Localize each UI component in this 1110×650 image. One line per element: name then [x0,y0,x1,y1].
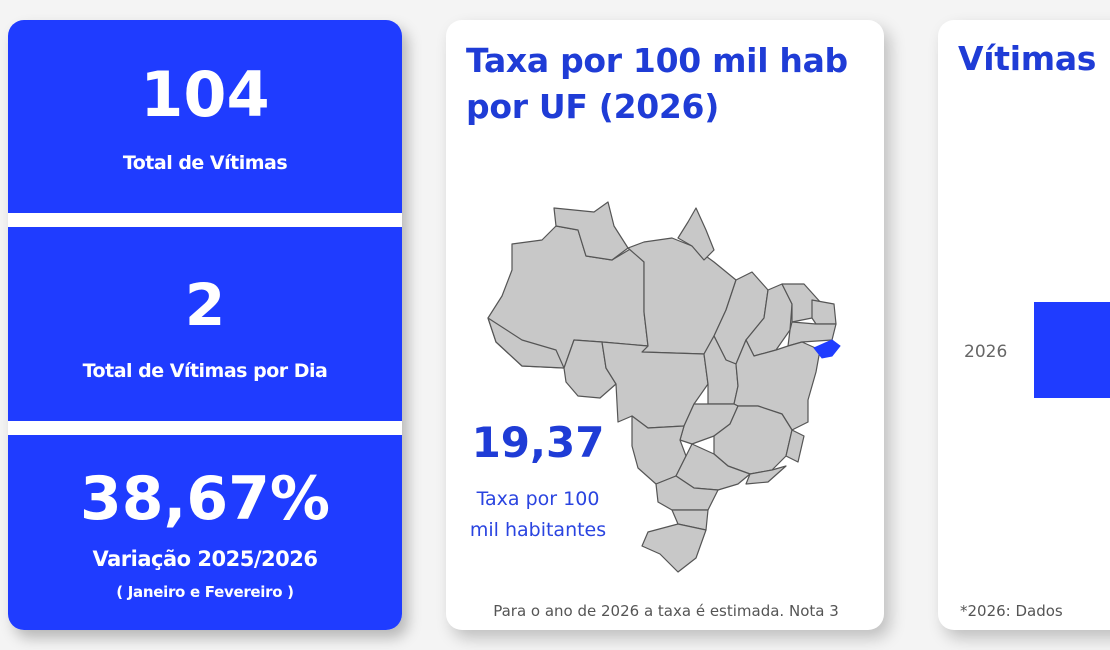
rate-label: Taxa por 100 mil habitantes [469,488,607,541]
kpi-value: 2 [184,271,226,339]
map-footnote: Para o ano de 2026 a taxa é estimada. No… [493,602,839,620]
kpi-victims-per-day: 2 Total de Vítimas por Dia [8,227,402,421]
bar-category-label: 2026 [964,342,1008,362]
card-title: Taxa por 100 mil hab por UF (2026) [466,41,848,126]
kpi-label: Total de Vítimas [122,151,288,174]
card-title: Vítimas p [958,39,1110,78]
kpi-total-victims: 104 Total de Vítimas [8,20,402,213]
bar-2026[interactable] [1034,302,1110,398]
brazil-map[interactable] [482,200,862,580]
kpi-panel: 104 Total de Vítimas 2 Total de Vítimas … [8,20,402,630]
state-rr [553,201,629,261]
state-mg [713,405,793,475]
kpi-label: Variação 2025/2026 [92,546,318,571]
rate-value: 19,37 [471,418,605,467]
kpi-label: Total de Vítimas por Dia [82,360,328,382]
state-es [785,429,805,463]
rate-map-card: Taxa por 100 mil hab por UF (2026) [446,20,884,630]
kpi-value: 38,67% [80,463,330,534]
victims-bar-card: Vítimas p 2026 *2026: Dados [938,20,1110,630]
state-ap [677,207,715,261]
bars-footnote: *2026: Dados [960,602,1063,620]
state-rn-pb [811,299,837,325]
kpi-variation: 38,67% Variação 2025/2026 ( Janeiro e Fe… [8,435,402,630]
state-al-highlight [813,339,841,359]
kpi-sublabel: ( Janeiro e Fevereiro ) [116,582,294,601]
kpi-value: 104 [140,57,270,131]
state-rj [745,465,787,485]
state-pr [655,475,719,511]
state-rs [641,523,707,573]
